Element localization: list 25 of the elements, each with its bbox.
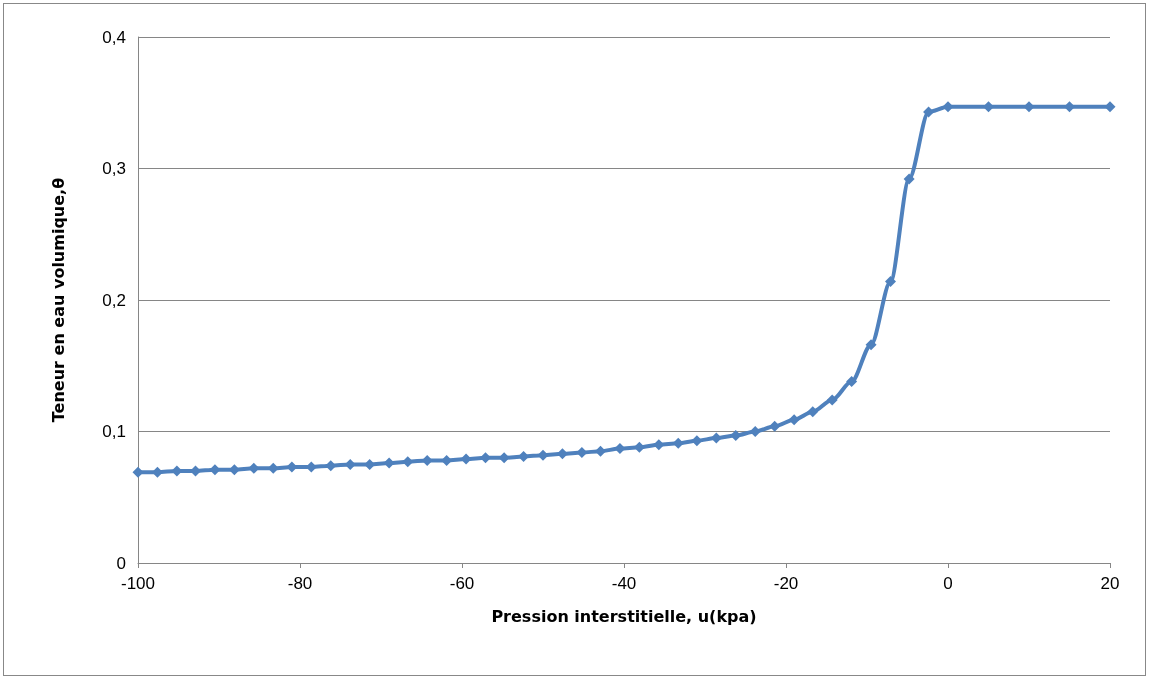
x-tick-label: -60: [449, 574, 475, 593]
y-axis-title: Teneur en eau volumique,θ: [48, 177, 68, 423]
point: [983, 101, 994, 113]
point: [865, 339, 877, 351]
point: [807, 406, 819, 418]
point: [749, 426, 761, 437]
point: [826, 394, 838, 406]
y-tick-label: 0,2: [102, 290, 126, 310]
y-tick-label: 0,3: [102, 159, 126, 178]
x-tick-label: -20: [773, 574, 799, 593]
y-tick-label: 0: [116, 553, 126, 573]
point: [884, 276, 896, 288]
point: [1064, 101, 1075, 113]
x-tick-label: -40: [611, 574, 637, 593]
x-tick-label: 0: [943, 574, 953, 593]
x-tick-label: -100: [120, 574, 156, 593]
x-axis-title: Pression interstitielle, u(kpa): [491, 606, 757, 626]
x-tick-label: -80: [287, 574, 313, 593]
y-tick-label: 0,4: [102, 27, 126, 47]
point: [788, 414, 800, 426]
y-tick-label: 0,1: [102, 422, 126, 441]
point: [769, 420, 781, 432]
x-tick-label: 20: [1100, 574, 1120, 593]
point: [903, 173, 915, 185]
point: [846, 376, 858, 388]
